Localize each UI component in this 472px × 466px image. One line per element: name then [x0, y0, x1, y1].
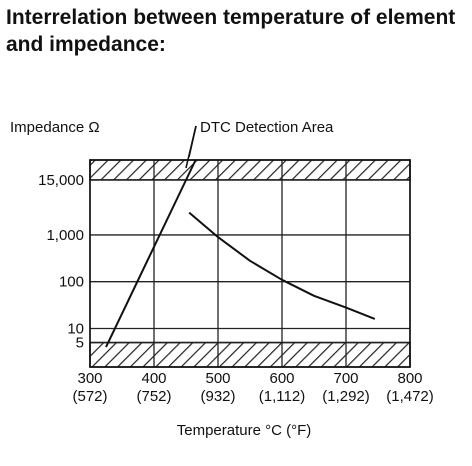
x-tick-label-800: 800 [397, 370, 422, 387]
x-tick-sublabel-800: (1,472) [386, 388, 434, 405]
x-tick-sublabel-600: (1,112) [259, 388, 305, 405]
y-tick-label-10: 10 [67, 320, 84, 337]
x-tick-label-700: 700 [333, 370, 358, 387]
y-tick-label-1000: 1,000 [46, 227, 84, 244]
annotation-leader-2 [185, 125, 197, 169]
y-tick-label-5: 5 [76, 335, 84, 352]
x-axis-label: Temperature °C (°F) [177, 422, 312, 439]
x-tick-sublabel-300: (572) [72, 388, 107, 405]
plot-frame [89, 159, 411, 368]
x-tick-sublabel-400: (752) [136, 388, 171, 405]
x-tick-label-300: 300 [77, 370, 102, 387]
x-tick-sublabel-500: (932) [200, 388, 235, 405]
y-tick-label-15000: 15,000 [38, 172, 84, 189]
series-line-2 [105, 159, 197, 348]
dtc-detection-area-label: DTC Detection Area [200, 119, 334, 136]
chart-title: Interrelation between temperature of ele… [6, 6, 456, 56]
series-line-1 [188, 211, 376, 320]
x-tick-label-400: 400 [141, 370, 166, 387]
x-tick-sublabel-700: (1,292) [322, 388, 370, 405]
x-tick-label-600: 600 [269, 370, 294, 387]
y-axis-label: Impedance Ω [10, 119, 100, 136]
y-tick-label-100: 100 [59, 274, 84, 291]
hatched-band-1 [89, 341, 411, 368]
hatched-band-2 [89, 159, 411, 181]
x-tick-label-500: 500 [205, 370, 230, 387]
